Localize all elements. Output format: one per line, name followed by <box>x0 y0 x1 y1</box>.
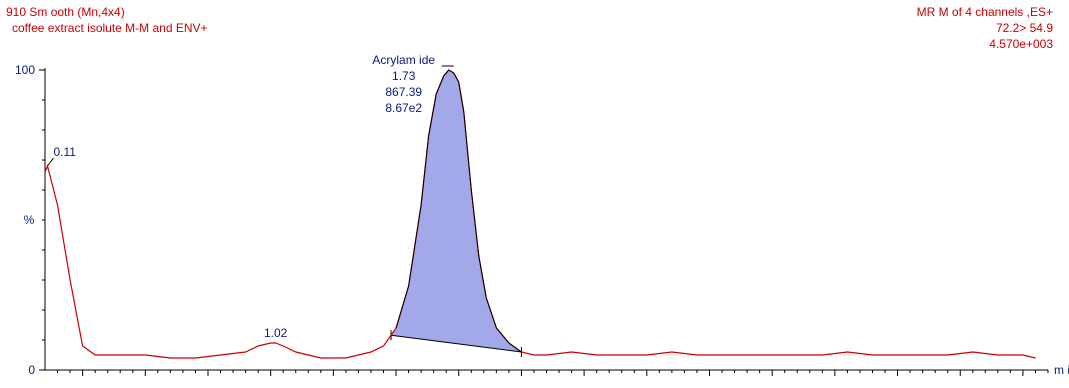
peak-label-leader-0 <box>47 157 54 167</box>
header-left-line-1: 910 Sm ooth (Mn,4x4) <box>6 5 125 19</box>
trace-line <box>44 69 1036 359</box>
peak-label-2-2: 867.39 <box>385 85 422 99</box>
x-axis-label: m in <box>1054 363 1069 377</box>
header-right: MR M of 4 channels ,ES+ 72.2> 54.9 4.570… <box>917 4 1053 52</box>
header-left: 910 Sm ooth (Mn,4x4) coffee extract isol… <box>6 4 208 36</box>
y-tick-label-0: 0 <box>28 363 35 377</box>
peak-label-2-1: 1.73 <box>392 69 416 83</box>
peak-fill-acrylamide <box>391 70 522 352</box>
header-left-line-2: coffee extract isolute M-M and ENV+ <box>12 21 208 35</box>
peak-label-1: 1.02 <box>264 326 288 340</box>
y-tick-label-100: 100 <box>15 63 35 77</box>
header-right-line-2: 72.2> 54.9 <box>995 21 1053 35</box>
peak-label-2-3: 8.67e2 <box>385 101 422 115</box>
peak-label-0: 0.11 <box>54 145 77 159</box>
y-axis-label: % <box>24 213 35 227</box>
header-right-line-3: 4.570e+003 <box>989 37 1053 51</box>
peak-label-2-0: Acrylam ide <box>372 53 435 67</box>
header-right-line-1: MR M of 4 channels ,ES+ <box>916 5 1053 19</box>
peak-baseline <box>390 334 522 353</box>
peak-outline <box>395 69 522 353</box>
